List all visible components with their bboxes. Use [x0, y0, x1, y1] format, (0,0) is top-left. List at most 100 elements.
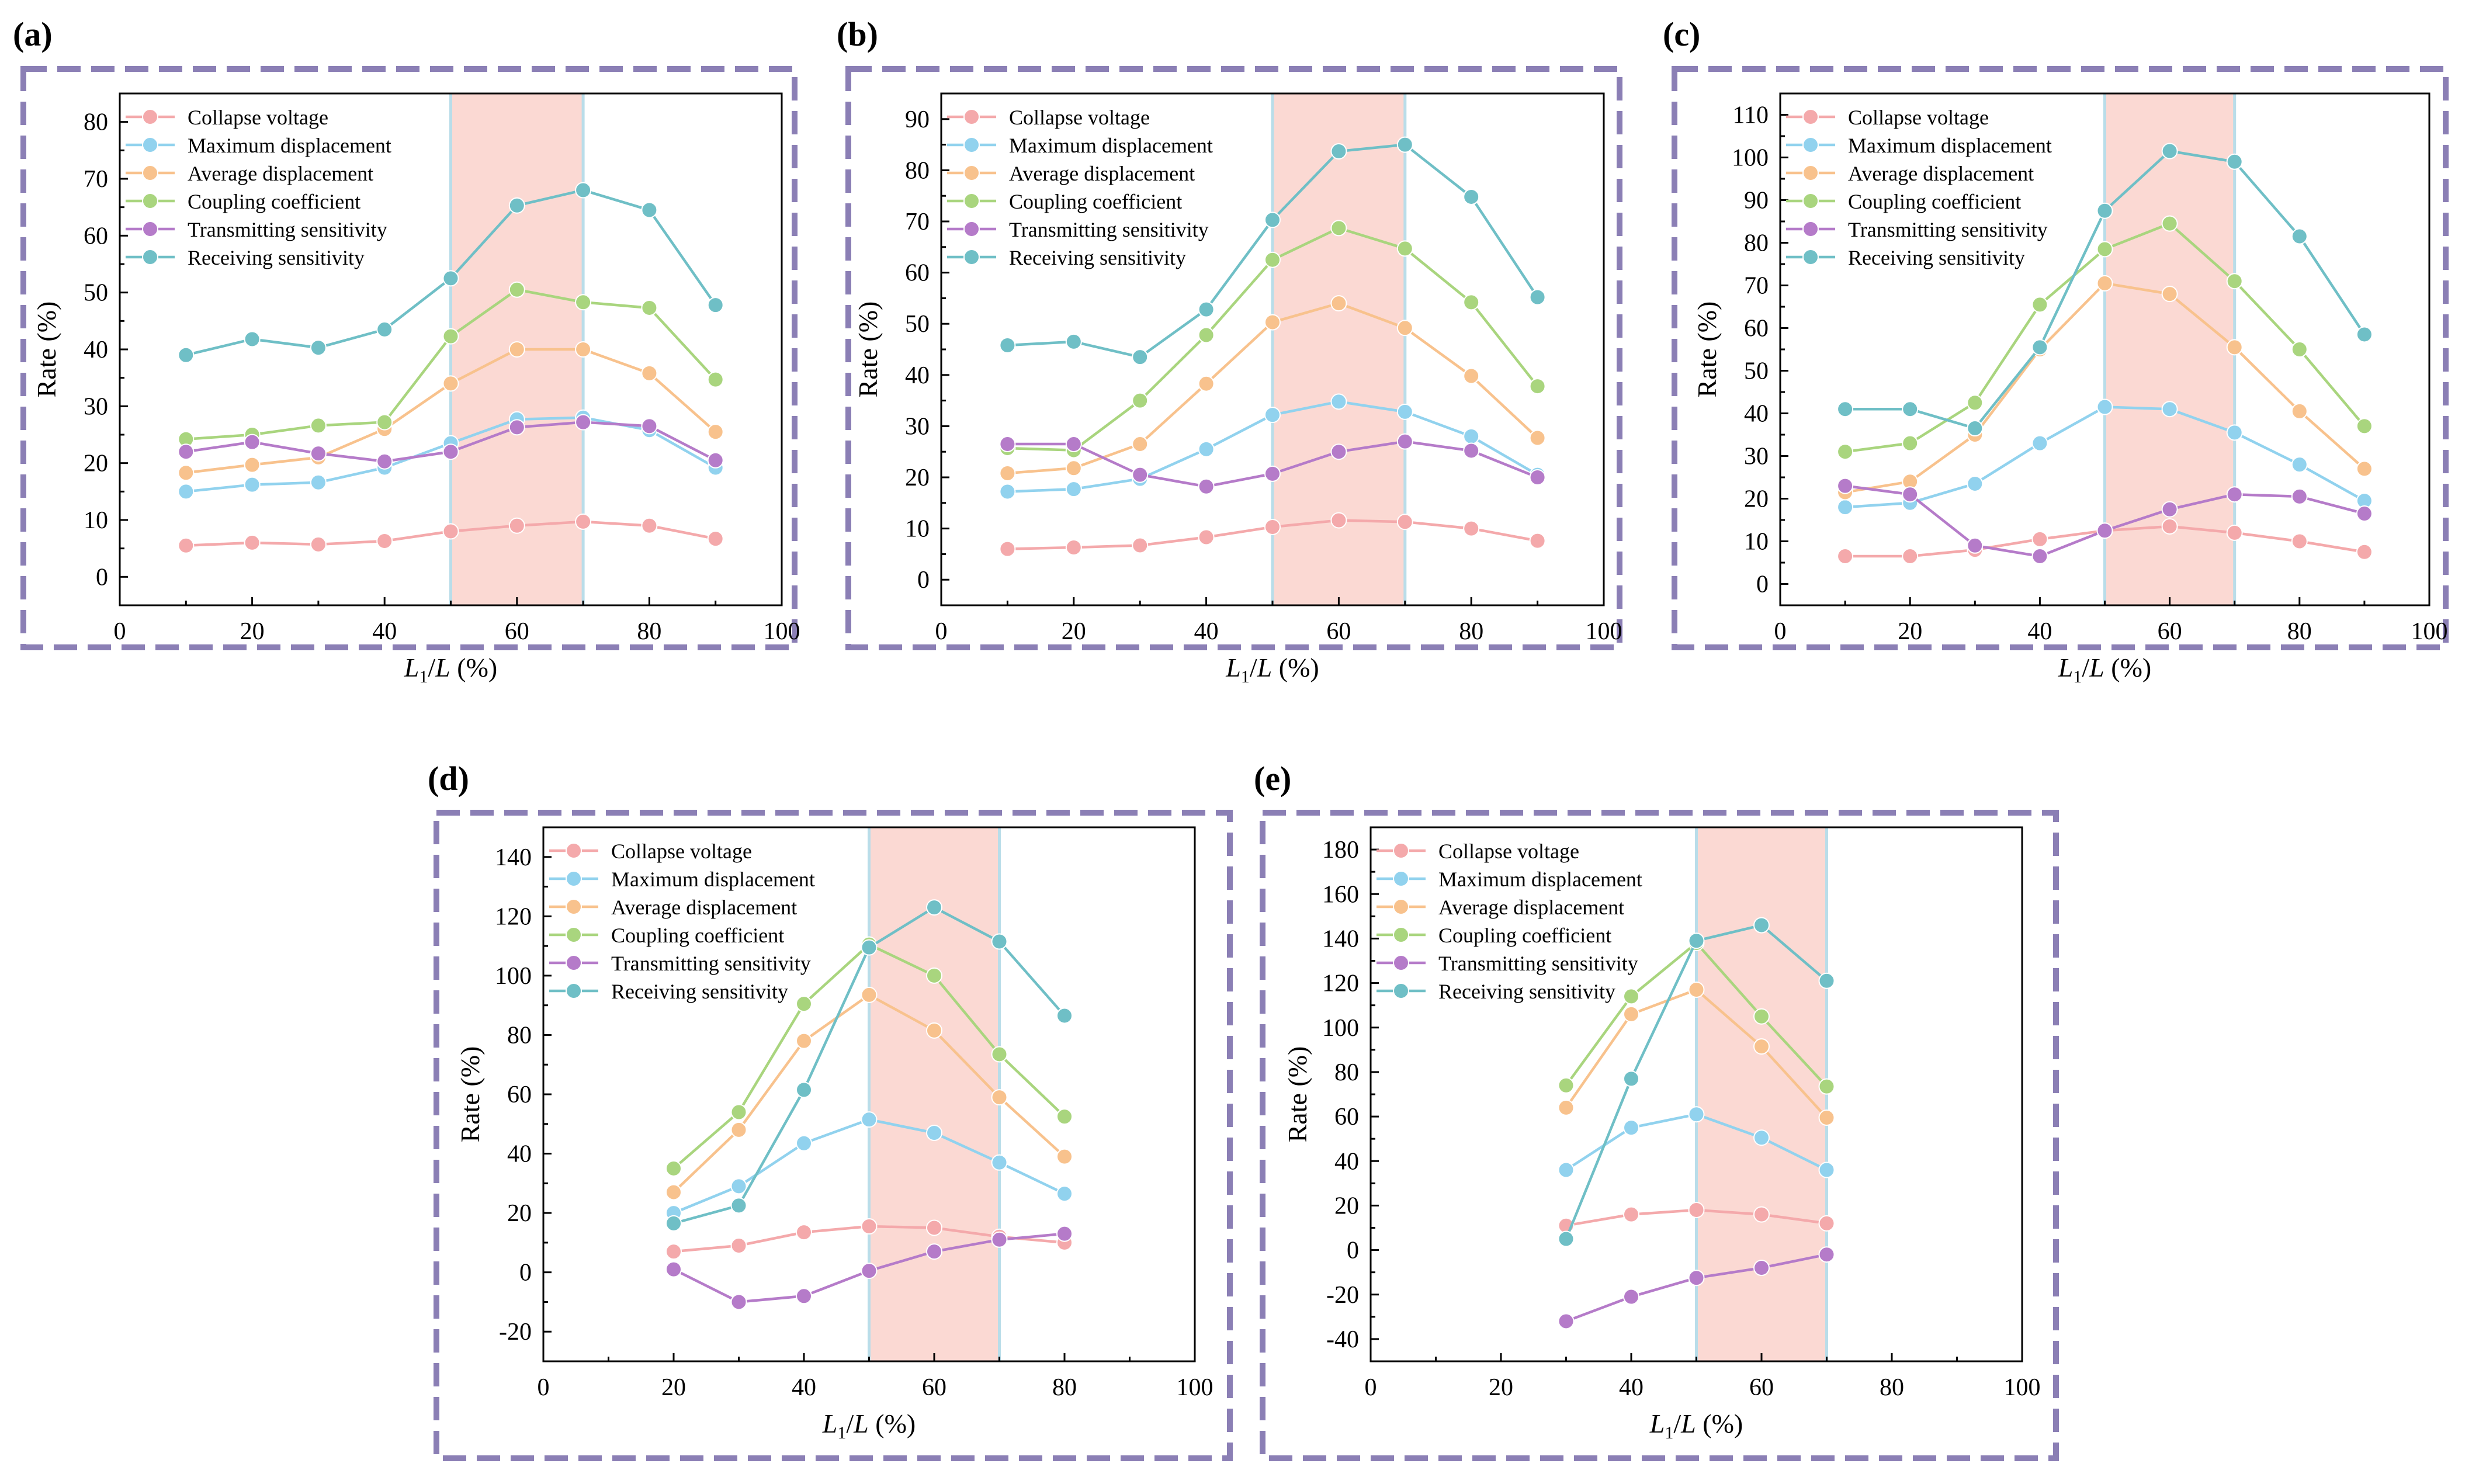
data-point-collapse-voltage [999, 540, 1016, 557]
y-tick-label: 160 [1322, 881, 1359, 908]
data-point-coupling-coefficient [1463, 294, 1480, 311]
data-point-average-displacement [796, 1032, 812, 1049]
legend-label-average-displacement: Average displacement [611, 896, 797, 919]
legend-marker-collapse-voltage [142, 109, 158, 125]
data-point-average-displacement [665, 1184, 682, 1201]
y-tick-label: 0 [96, 564, 108, 591]
data-point-coupling-coefficient [730, 1104, 747, 1121]
data-point-maximum-displacement [730, 1178, 747, 1195]
legend: Collapse voltage Maximum displacement Aver… [126, 106, 391, 269]
data-point-average-displacement [1056, 1148, 1073, 1165]
data-point-collapse-voltage [707, 531, 724, 547]
y-tick-label: 50 [84, 280, 108, 307]
legend-label-transmitting-sensitivity: Transmitting sensitivity [611, 952, 811, 975]
y-tick-label: 90 [1744, 188, 1769, 214]
chart-panel-a: (a) 0 20 40 60 80 100 0 10 20 30 40 50 60 70 80 L1/L (%)… [13, 15, 800, 686]
y-tick-label: 140 [495, 844, 532, 871]
legend-marker-coupling-coefficient [1393, 927, 1409, 943]
data-point-transmitting-sensitivity [2291, 488, 2308, 505]
data-point-collapse-voltage [2356, 543, 2373, 560]
data-point-maximum-displacement [1818, 1161, 1835, 1178]
data-point-average-displacement [926, 1022, 942, 1039]
data-point-maximum-displacement [2031, 435, 2048, 452]
y-tick-label: 10 [1744, 529, 1769, 556]
data-point-transmitting-sensitivity [508, 419, 525, 436]
x-tick-label: 60 [922, 1374, 946, 1401]
data-point-maximum-displacement [999, 483, 1016, 500]
y-tick-label: 60 [1744, 315, 1769, 342]
panel-label: (c) [1663, 15, 1700, 53]
data-point-average-displacement [2161, 286, 2178, 303]
x-tick-label: 100 [2411, 618, 2448, 645]
data-point-transmitting-sensitivity [707, 452, 724, 469]
y-tick-label: -40 [1326, 1326, 1359, 1353]
data-point-coupling-coefficient [2096, 241, 2113, 258]
y-tick-label: 180 [1322, 837, 1359, 864]
data-point-receiving-sensitivity [244, 331, 261, 348]
data-point-maximum-displacement [1056, 1185, 1073, 1202]
data-point-maximum-displacement [1264, 407, 1281, 424]
legend-label-transmitting-sensitivity: Transmitting sensitivity [1848, 218, 2048, 241]
data-point-collapse-voltage [1132, 537, 1149, 554]
legend-marker-coupling-coefficient [566, 927, 582, 943]
y-tick-label: 70 [84, 166, 108, 193]
x-tick-label: 20 [661, 1374, 686, 1401]
data-point-coupling-coefficient [2291, 341, 2308, 358]
legend-label-coupling-coefficient: Coupling coefficient [611, 924, 784, 947]
x-tick-label: 60 [1749, 1374, 1774, 1401]
data-point-transmitting-sensitivity [2031, 548, 2048, 565]
legend-marker-receiving-sensitivity [963, 249, 980, 265]
data-point-receiving-sensitivity [508, 197, 525, 214]
legend-marker-coupling-coefficient [1802, 193, 1819, 209]
data-point-maximum-displacement [796, 1135, 812, 1152]
data-point-collapse-voltage [376, 533, 393, 550]
data-point-collapse-voltage [1463, 520, 1480, 537]
y-tick-label: 0 [1347, 1237, 1359, 1264]
y-tick-label: 120 [1322, 970, 1359, 997]
y-tick-label: 40 [905, 362, 930, 389]
highlight-band [1696, 827, 1827, 1361]
data-point-collapse-voltage [1623, 1206, 1639, 1223]
data-point-receiving-sensitivity [1623, 1070, 1639, 1087]
chart-panel-c: (c) 0 20 40 60 80 100 0 10 20 30 40 50 60 70 80 90 100 110… [1663, 15, 2449, 686]
y-axis-label: Rate (%) [455, 1046, 485, 1143]
data-point-transmitting-sensitivity [1198, 478, 1215, 495]
data-point-maximum-displacement [1753, 1129, 1770, 1146]
data-point-transmitting-sensitivity [376, 453, 393, 470]
highlight-band [1273, 93, 1405, 605]
data-point-receiving-sensitivity [665, 1215, 682, 1232]
data-point-transmitting-sensitivity [2096, 522, 2113, 539]
y-tick-label: 140 [1322, 925, 1359, 952]
panel-frame [1672, 66, 2449, 650]
data-point-receiving-sensitivity [1837, 401, 1854, 418]
data-point-average-displacement [2356, 460, 2373, 477]
data-point-collapse-voltage [730, 1237, 747, 1254]
data-point-coupling-coefficient [796, 996, 812, 1013]
data-point-coupling-coefficient [1056, 1108, 1073, 1125]
data-point-collapse-voltage [2226, 524, 2243, 541]
data-point-average-displacement [1623, 1005, 1639, 1022]
data-point-receiving-sensitivity [1132, 349, 1149, 366]
data-point-receiving-sensitivity [2031, 339, 2048, 356]
legend-label-coupling-coefficient: Coupling coefficient [1009, 190, 1182, 213]
data-point-average-displacement [442, 375, 459, 392]
data-point-receiving-sensitivity [1463, 188, 1480, 205]
legend-label-average-displacement: Average displacement [188, 162, 373, 185]
data-point-transmitting-sensitivity [1837, 477, 1854, 494]
data-point-receiving-sensitivity [1558, 1230, 1575, 1247]
data-point-receiving-sensitivity [707, 297, 724, 314]
data-point-coupling-coefficient [1818, 1078, 1835, 1095]
x-tick-label: 0 [538, 1374, 550, 1401]
data-point-collapse-voltage [1902, 548, 1919, 565]
x-tick-label: 100 [764, 618, 800, 645]
data-point-coupling-coefficient [1264, 251, 1281, 268]
legend-label-maximum-displacement: Maximum displacement [1848, 134, 2052, 157]
y-tick-label: 0 [519, 1260, 532, 1287]
x-tick-label: 40 [1194, 618, 1219, 645]
x-tick-label: 100 [2004, 1374, 2041, 1401]
y-tick-label: 90 [905, 106, 930, 133]
chart-panel-d: (d) 0 20 40 60 80 100 -20 0 20 40 60 80 100 120 140 L1/L… [428, 760, 1233, 1461]
y-tick-label: 80 [1334, 1059, 1359, 1086]
legend-marker-average-displacement [1802, 165, 1819, 181]
legend-label-transmitting-sensitivity: Transmitting sensitivity [188, 218, 387, 241]
